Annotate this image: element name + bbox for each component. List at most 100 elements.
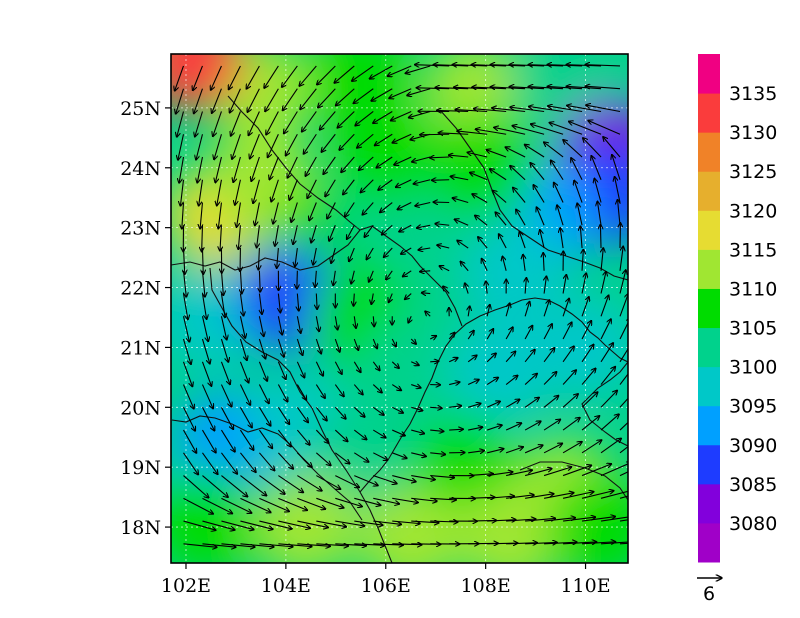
wind-arrow: [316, 475, 340, 490]
wind-arrow: [600, 462, 628, 477]
wind-arrow: [448, 155, 469, 157]
wind-arrow: [317, 65, 336, 85]
wind-arrow: [581, 297, 589, 317]
wind-arrow: [536, 207, 545, 226]
wind-arrow: [237, 202, 241, 228]
wind-arrow: [182, 338, 191, 364]
wind-arrow: [408, 110, 431, 117]
wind-arrow: [195, 111, 203, 136]
wind-arrow: [544, 542, 577, 544]
wind-arrow: [581, 517, 615, 522]
wind-arrow: [327, 202, 336, 219]
wind-arrow: [457, 131, 488, 135]
wind-arrow: [277, 452, 293, 469]
wind-arrow: [512, 126, 545, 135]
wind-arrow: [487, 520, 516, 521]
wind-arrow: [448, 332, 455, 340]
wind-arrow: [438, 133, 469, 134]
wind-arrow: [505, 423, 521, 431]
wind-arrow: [277, 338, 284, 357]
wind-arrow: [384, 247, 393, 257]
wind-arrow: [321, 133, 336, 152]
wind-arrow: [525, 494, 554, 499]
wind-arrow: [202, 452, 217, 475]
wind-arrow: [533, 185, 545, 203]
wind-arrow: [619, 542, 628, 545]
wind-arrow: [392, 406, 403, 413]
wind-arrow: [600, 414, 619, 431]
wind-arrow: [413, 179, 431, 184]
wind-arrow: [430, 453, 445, 455]
wind-arrow: [486, 401, 500, 408]
wind-arrow: [296, 316, 300, 333]
wind-arrow: [183, 429, 196, 453]
wind-arrow: [399, 224, 412, 232]
wind-arrow: [202, 497, 232, 513]
wind-arrow: [230, 88, 241, 113]
wind-arrow: [524, 301, 530, 317]
wind-arrow: [362, 202, 374, 215]
wind-arrow: [439, 266, 450, 272]
wind-arrow: [471, 65, 507, 66]
wind-arrow: [530, 163, 545, 181]
wind-arrow: [554, 182, 564, 203]
wind-arrow: [316, 520, 346, 527]
wind-arrow: [334, 406, 346, 419]
wind-arrow: [392, 521, 420, 524]
wind-arrow: [199, 179, 204, 206]
wind-arrow: [353, 406, 365, 417]
wind-arrow: [549, 123, 583, 135]
wind-arrow: [543, 493, 574, 499]
wind-arrow: [345, 202, 355, 218]
wind-arrow: [502, 256, 507, 271]
wind-arrow: [562, 370, 576, 385]
wind-arrow: [619, 495, 628, 499]
wind-arrow: [430, 498, 456, 500]
province-border-2: [227, 95, 361, 231]
wind-arrow: [316, 316, 319, 331]
wind-arrow: [258, 247, 259, 270]
wind-arrow: [543, 467, 572, 477]
wind-arrow: [524, 397, 539, 408]
wind-arrow: [334, 429, 347, 442]
y-tick-label: 25N: [120, 98, 161, 120]
wind-arrow: [548, 106, 583, 113]
wind-arrow: [449, 429, 463, 430]
wind-arrow: [259, 520, 292, 529]
wind-arrow: [297, 520, 328, 527]
wind-arrow: [315, 361, 323, 376]
wind-arrow: [467, 379, 479, 386]
wind-arrow: [482, 258, 488, 272]
wind-arrow: [524, 373, 537, 385]
wind-arrow: [519, 232, 526, 249]
reference-label: 6: [703, 583, 715, 605]
wind-arrow: [470, 172, 488, 181]
wind-arrow: [525, 278, 526, 294]
wind-arrow: [619, 246, 623, 271]
wind-arrow: [418, 248, 431, 250]
wind-vectors: [175, 65, 628, 548]
wind-arrow: [394, 156, 412, 165]
wind-arrow: [269, 156, 279, 180]
wind-arrow: [421, 293, 431, 294]
wind-arrow: [369, 65, 393, 79]
colorbar-label: 3090: [729, 435, 777, 457]
wind-arrow: [619, 294, 628, 317]
wind-arrow: [183, 520, 215, 530]
wind-arrow: [221, 270, 223, 296]
wind-arrow: [619, 445, 628, 454]
wind-arrow: [351, 270, 354, 284]
wind-arrow: [284, 111, 298, 133]
field-patch: [171, 469, 258, 563]
wind-arrow: [540, 230, 545, 249]
wind-arrow: [316, 544, 348, 546]
wind-arrow: [231, 111, 241, 136]
wind-arrow: [543, 443, 562, 454]
wind-arrow: [220, 361, 230, 385]
y-tick-label: 23N: [120, 218, 161, 240]
wind-arrow: [543, 253, 544, 271]
wind-arrow: [389, 88, 412, 99]
wind-arrow: [211, 65, 222, 90]
wind-arrow: [278, 475, 303, 493]
wind-arrow: [221, 452, 237, 474]
